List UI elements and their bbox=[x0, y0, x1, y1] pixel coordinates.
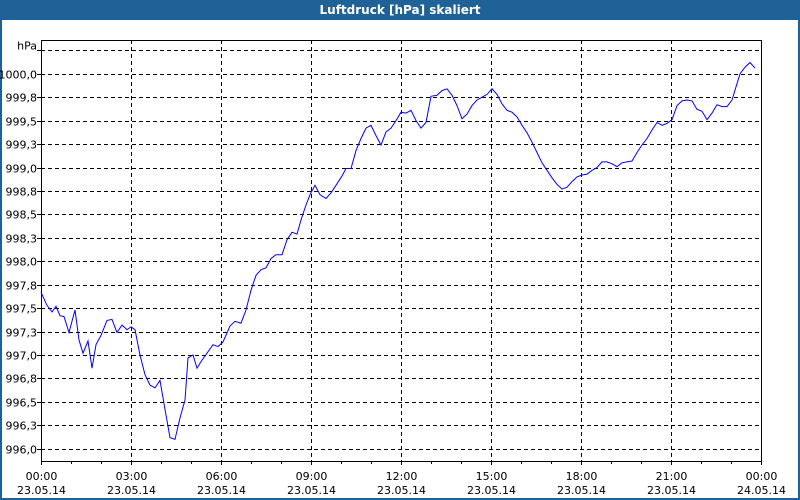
y-tick-label: 996,8 bbox=[6, 373, 38, 386]
y-tick-label: 1000,0 bbox=[0, 69, 37, 82]
y-tick-label: 999,0 bbox=[6, 163, 38, 176]
y-axis-unit-label: hPa bbox=[17, 39, 37, 52]
x-tick-date: 23.05.14 bbox=[17, 484, 66, 497]
y-tick-label: 997,5 bbox=[6, 303, 38, 316]
x-tick-date: 23.05.14 bbox=[377, 484, 426, 497]
window-title: Luftdruck [hPa] skaliert bbox=[0, 0, 800, 20]
x-tick-time: 03:00 bbox=[116, 470, 148, 483]
y-tick-label: 998,8 bbox=[6, 186, 38, 199]
y-tick-label: 999,3 bbox=[6, 139, 38, 152]
y-tick-label: 998,0 bbox=[6, 256, 38, 269]
x-tick-date: 23.05.14 bbox=[647, 484, 696, 497]
x-tick-date: 23.05.14 bbox=[197, 484, 246, 497]
x-tick-date: 23.05.14 bbox=[467, 484, 516, 497]
y-tick-label: 997,8 bbox=[6, 280, 38, 293]
plot-frame bbox=[41, 40, 762, 462]
y-tick-label: 996,0 bbox=[6, 444, 38, 457]
y-tick-label: 997,3 bbox=[6, 327, 38, 340]
x-tick-time: 06:00 bbox=[206, 470, 238, 483]
x-tick-time: 15:00 bbox=[476, 470, 508, 483]
pressure-series-line bbox=[40, 61, 756, 441]
y-tick-label: 999,8 bbox=[6, 92, 38, 105]
x-tick-time: 00:00 bbox=[26, 470, 58, 483]
y-tick-label: 996,3 bbox=[6, 420, 38, 433]
x-tick-time: 09:00 bbox=[296, 470, 328, 483]
x-tick-time: 21:00 bbox=[656, 470, 688, 483]
x-tick-date: 23.05.14 bbox=[287, 484, 336, 497]
x-tick-time: 12:00 bbox=[386, 470, 418, 483]
x-tick-date: 24.05.14 bbox=[737, 484, 786, 497]
y-tick-label: 998,3 bbox=[6, 233, 38, 246]
y-tick-label: 996,5 bbox=[6, 397, 38, 410]
x-tick-time: 18:00 bbox=[566, 470, 598, 483]
x-tick-date: 23.05.14 bbox=[557, 484, 606, 497]
x-tick-date: 23.05.14 bbox=[107, 484, 156, 497]
y-tick-label: 998,5 bbox=[6, 209, 38, 222]
y-tick-label: 997,0 bbox=[6, 350, 38, 363]
y-tick-label: 999,5 bbox=[6, 116, 38, 129]
x-tick-time: 00:00 bbox=[746, 470, 778, 483]
